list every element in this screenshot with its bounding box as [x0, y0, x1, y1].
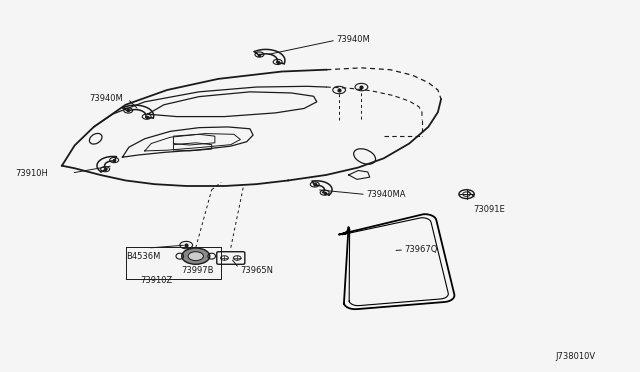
Text: 73091E: 73091E: [473, 205, 505, 214]
Text: 73910H: 73910H: [15, 169, 48, 177]
Text: J738010V: J738010V: [556, 352, 596, 361]
Circle shape: [188, 252, 204, 260]
Text: 73997B: 73997B: [182, 266, 214, 275]
Text: B4536M: B4536M: [126, 251, 161, 261]
Text: 73940M: 73940M: [90, 94, 123, 103]
Circle shape: [182, 248, 210, 264]
Text: 73940M: 73940M: [336, 35, 370, 44]
Text: 73967Q: 73967Q: [404, 245, 438, 254]
Text: 73965N: 73965N: [241, 266, 273, 275]
Text: 73940MA: 73940MA: [366, 190, 405, 199]
Text: 73910Z: 73910Z: [140, 276, 173, 285]
